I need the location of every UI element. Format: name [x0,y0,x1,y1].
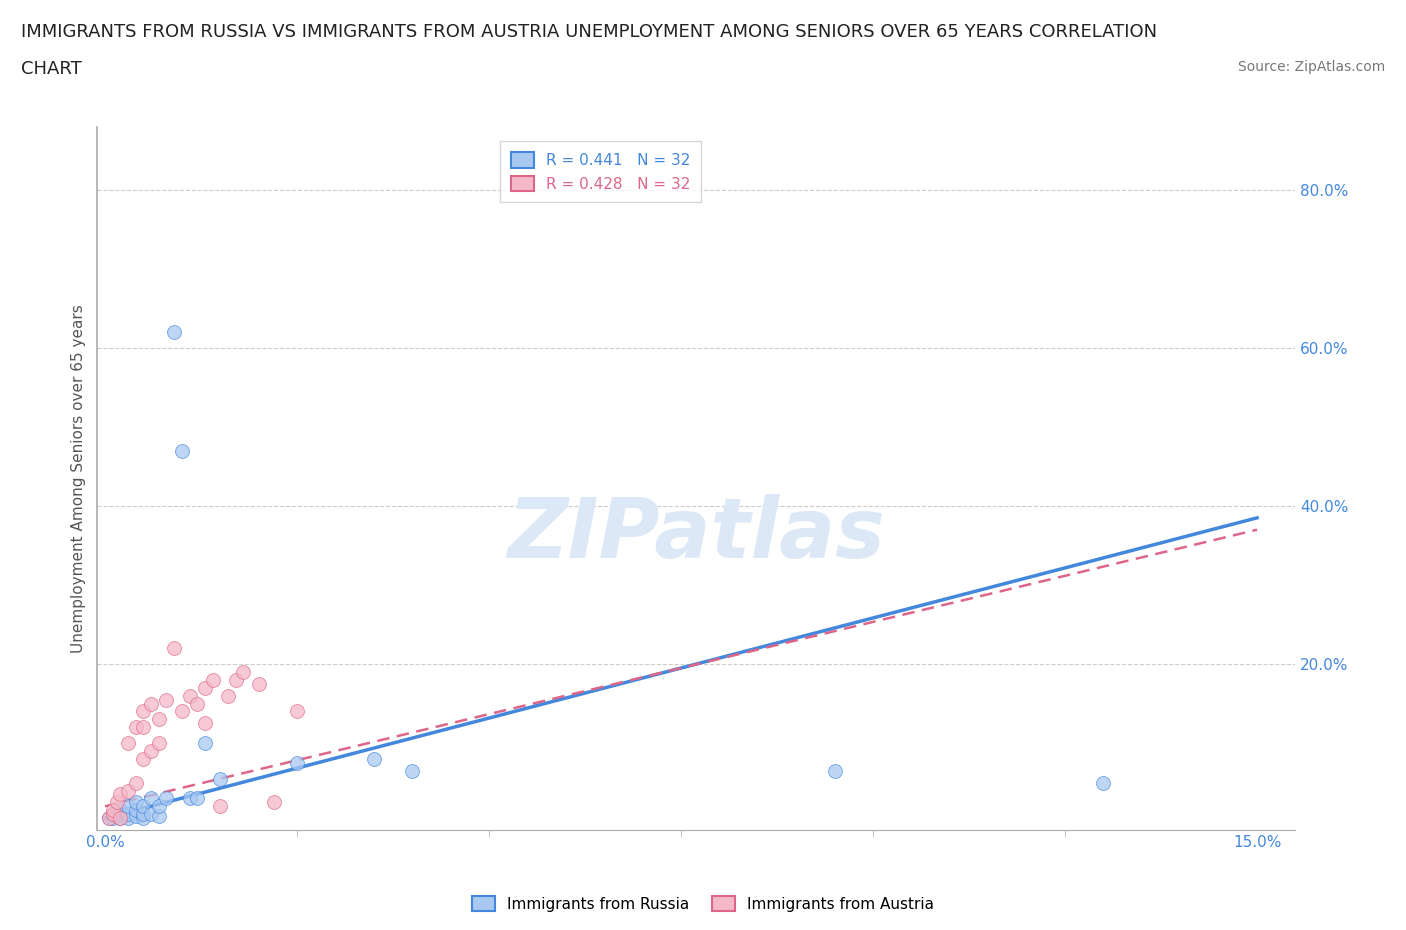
Point [401,764,423,778]
Point [1092,776,1115,790]
Point [139,697,162,711]
Point [110,807,132,822]
Point [194,716,217,731]
Point [117,783,139,798]
Point [132,811,155,826]
Point [101,807,124,822]
Point [363,751,385,766]
Point [132,799,155,814]
Point [170,444,193,458]
Point [97,811,120,826]
Point [125,803,148,817]
Point [209,771,232,786]
Point [110,811,132,826]
Point [132,807,155,822]
Point [194,736,217,751]
Point [179,791,201,806]
Point [217,688,239,703]
Point [110,787,132,802]
Point [209,799,232,814]
Point [285,704,308,719]
Point [132,751,155,766]
Point [285,755,308,770]
Text: CHART: CHART [21,60,82,78]
Point [132,704,155,719]
Point [148,736,170,751]
Legend: R = 0.441   N = 32, R = 0.428   N = 32: R = 0.441 N = 32, R = 0.428 N = 32 [501,141,702,202]
Point [105,795,128,810]
Point [186,791,208,806]
Point [125,808,148,823]
Y-axis label: Unemployment Among Seniors over 65 years: Unemployment Among Seniors over 65 years [72,304,86,653]
Point [132,720,155,735]
Point [117,736,139,751]
Point [139,791,162,806]
Point [225,672,247,687]
Point [163,325,186,339]
Point [105,808,128,823]
Point [110,811,132,826]
Point [125,795,148,810]
Point [247,676,270,691]
Point [263,795,285,810]
Point [101,803,124,817]
Point [110,803,132,817]
Text: IMMIGRANTS FROM RUSSIA VS IMMIGRANTS FROM AUSTRIA UNEMPLOYMENT AMONG SENIORS OVE: IMMIGRANTS FROM RUSSIA VS IMMIGRANTS FRO… [21,23,1157,41]
Point [97,811,120,826]
Point [101,811,124,826]
Point [117,799,139,814]
Point [117,807,139,822]
Point [148,808,170,823]
Text: Source: ZipAtlas.com: Source: ZipAtlas.com [1237,60,1385,74]
Point [125,776,148,790]
Point [117,811,139,826]
Point [155,791,177,806]
Point [125,720,148,735]
Point [186,697,208,711]
Legend: Immigrants from Russia, Immigrants from Austria: Immigrants from Russia, Immigrants from … [465,889,941,918]
Text: ZIPatlas: ZIPatlas [508,494,886,575]
Point [170,704,193,719]
Point [155,692,177,707]
Point [148,712,170,727]
Point [139,807,162,822]
Point [824,764,846,778]
Point [179,688,201,703]
Point [148,799,170,814]
Point [194,681,217,696]
Point [139,744,162,759]
Point [101,807,124,822]
Point [232,665,254,680]
Point [201,672,224,687]
Point [163,641,186,656]
